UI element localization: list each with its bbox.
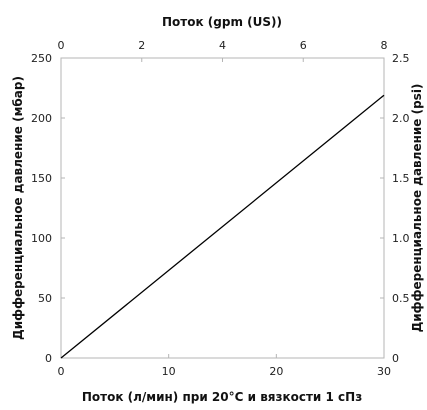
- series-line: [60, 94, 385, 359]
- x-tick-label: 20: [269, 365, 283, 378]
- x-tick-label: 0: [58, 365, 65, 378]
- top-tick-label: 6: [300, 39, 307, 52]
- y-tick-label: 100: [31, 232, 52, 245]
- x-tick-label: 30: [377, 365, 391, 378]
- series-group: [60, 94, 385, 359]
- top-tick-label: 4: [219, 39, 226, 52]
- y-axis-title: Дифференциальное давление (мбар): [11, 76, 25, 340]
- right-tick-label: 2.5: [392, 52, 410, 65]
- y-tick-label: 250: [31, 52, 52, 65]
- y-tick-label: 0: [45, 352, 52, 365]
- x-tick-label: 10: [162, 365, 176, 378]
- right-tick-label: 1.0: [392, 232, 410, 245]
- right-axis-ticks: 0 0.5 1.0 1.5 2.0 2.5: [380, 52, 410, 365]
- top-axis-title: Поток (gpm (US)): [162, 15, 282, 29]
- top-axis-ticks: 0 2 4 6 8: [58, 39, 388, 62]
- right-tick-label: 0.5: [392, 292, 410, 305]
- x-axis-title: Поток (л/мин) при 20°C и вязкости 1 сПз: [82, 390, 362, 404]
- top-tick-label: 8: [381, 39, 388, 52]
- x-axis-ticks: 0 10 20 30: [58, 354, 391, 378]
- y-axis-ticks: 0 50 100 150 200 250: [31, 52, 65, 365]
- top-tick-label: 2: [138, 39, 145, 52]
- right-tick-label: 0: [392, 352, 399, 365]
- y-tick-label: 200: [31, 112, 52, 125]
- top-tick-label: 0: [58, 39, 65, 52]
- y-tick-label: 50: [38, 292, 52, 305]
- y-tick-label: 150: [31, 172, 52, 185]
- right-axis-title: Дифференциальное давление (psi): [410, 84, 424, 333]
- right-tick-label: 1.5: [392, 172, 410, 185]
- plot-area: [60, 57, 385, 359]
- right-tick-label: 2.0: [392, 112, 410, 125]
